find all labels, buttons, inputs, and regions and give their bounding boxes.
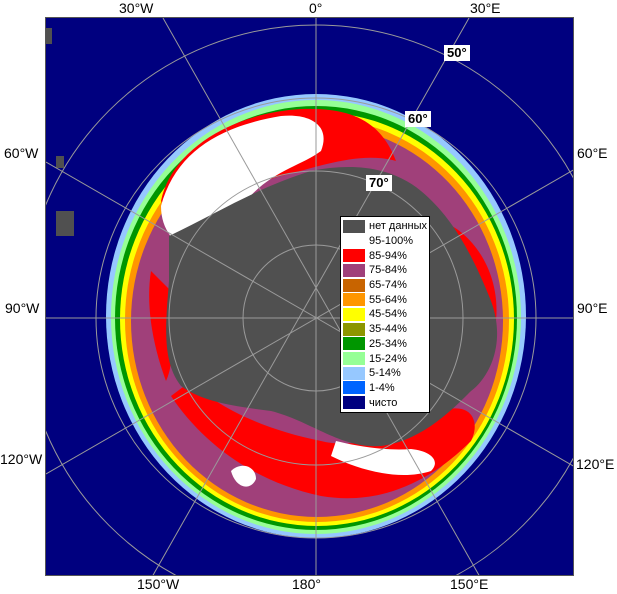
meridian-60w-120e bbox=[46, 161, 573, 467]
legend-label: 55-64% bbox=[369, 293, 407, 306]
legend-item: 85-94% bbox=[343, 248, 429, 263]
longitude-label-150w: 150°W bbox=[137, 576, 180, 592]
legend-item: чисто bbox=[343, 395, 429, 410]
longitude-label-150e: 150°E bbox=[450, 576, 489, 592]
land-patch-west-2 bbox=[56, 156, 64, 168]
legend-label: 1-4% bbox=[369, 381, 395, 394]
legend-item: 1-4% bbox=[343, 381, 429, 396]
longitude-label-120w: 120°W bbox=[0, 451, 43, 467]
legend-swatch bbox=[343, 337, 365, 351]
legend-swatch bbox=[343, 278, 365, 292]
concentration-legend: нет данных 95-100% 85-94% 75-84% 65-74% 55-64… bbox=[340, 216, 430, 413]
latitude-label-50: 50° bbox=[444, 45, 470, 61]
legend-swatch bbox=[343, 366, 365, 380]
legend-item: 45-54% bbox=[343, 307, 429, 322]
legend-label: 45-54% bbox=[369, 308, 407, 321]
sea-ice-zone bbox=[106, 94, 526, 538]
longitude-label-0: 0° bbox=[309, 0, 323, 16]
legend-item: 35-44% bbox=[343, 322, 429, 337]
sea-ice-map bbox=[45, 17, 574, 576]
legend-label: 25-34% bbox=[369, 337, 407, 350]
latitude-label-70: 70° bbox=[366, 175, 392, 191]
land-patch-west-1 bbox=[56, 211, 74, 236]
legend-item: 55-64% bbox=[343, 292, 429, 307]
legend-label: нет данных bbox=[369, 220, 428, 233]
longitude-label-120e: 120°E bbox=[576, 456, 615, 472]
legend-swatch bbox=[343, 322, 365, 336]
legend-label: 65-74% bbox=[369, 279, 407, 292]
legend-label: 85-94% bbox=[369, 249, 407, 262]
longitude-label-30e: 30°E bbox=[470, 0, 501, 16]
legend-swatch bbox=[343, 307, 365, 321]
legend-label: 15-24% bbox=[369, 352, 407, 365]
ice-patch-95-100-ross bbox=[331, 441, 435, 476]
legend-item: 95-100% bbox=[343, 234, 429, 249]
meridian-30w-150e bbox=[162, 18, 480, 575]
legend-item: 25-34% bbox=[343, 337, 429, 352]
ice-patch-85-94-west bbox=[149, 271, 173, 381]
legend-swatch bbox=[343, 381, 365, 395]
longitude-label-30w: 30°W bbox=[119, 0, 154, 16]
longitude-label-60e: 60°E bbox=[577, 145, 608, 161]
latitude-label-60: 60° bbox=[405, 111, 431, 127]
legend-label: 95-100% bbox=[369, 235, 414, 248]
longitude-label-180: 180° bbox=[292, 576, 321, 592]
legend-label: чисто bbox=[369, 396, 398, 409]
legend-swatch bbox=[343, 234, 365, 248]
legend-item: 15-24% bbox=[343, 351, 429, 366]
legend-swatch bbox=[343, 219, 365, 233]
legend-swatch bbox=[343, 396, 365, 410]
legend-swatch bbox=[343, 293, 365, 307]
land-patch-west-3 bbox=[46, 28, 52, 44]
legend-item: нет данных bbox=[343, 219, 429, 234]
legend-label: 35-44% bbox=[369, 323, 407, 336]
longitude-label-90e: 90°E bbox=[577, 300, 608, 316]
legend-label: 75-84% bbox=[369, 264, 407, 277]
legend-label: 5-14% bbox=[369, 367, 401, 380]
meridian-60e-120w bbox=[46, 169, 573, 475]
longitude-label-90w: 90°W bbox=[5, 300, 40, 316]
legend-swatch bbox=[343, 352, 365, 366]
legend-swatch bbox=[343, 249, 365, 263]
legend-swatch bbox=[343, 263, 365, 277]
legend-item: 5-14% bbox=[343, 366, 429, 381]
ice-patch-95-100-amundsen bbox=[231, 465, 256, 487]
longitude-label-60w: 60°W bbox=[4, 145, 39, 161]
legend-item: 65-74% bbox=[343, 278, 429, 293]
sea-ice-map-canvas bbox=[46, 18, 573, 575]
legend-item: 75-84% bbox=[343, 263, 429, 278]
